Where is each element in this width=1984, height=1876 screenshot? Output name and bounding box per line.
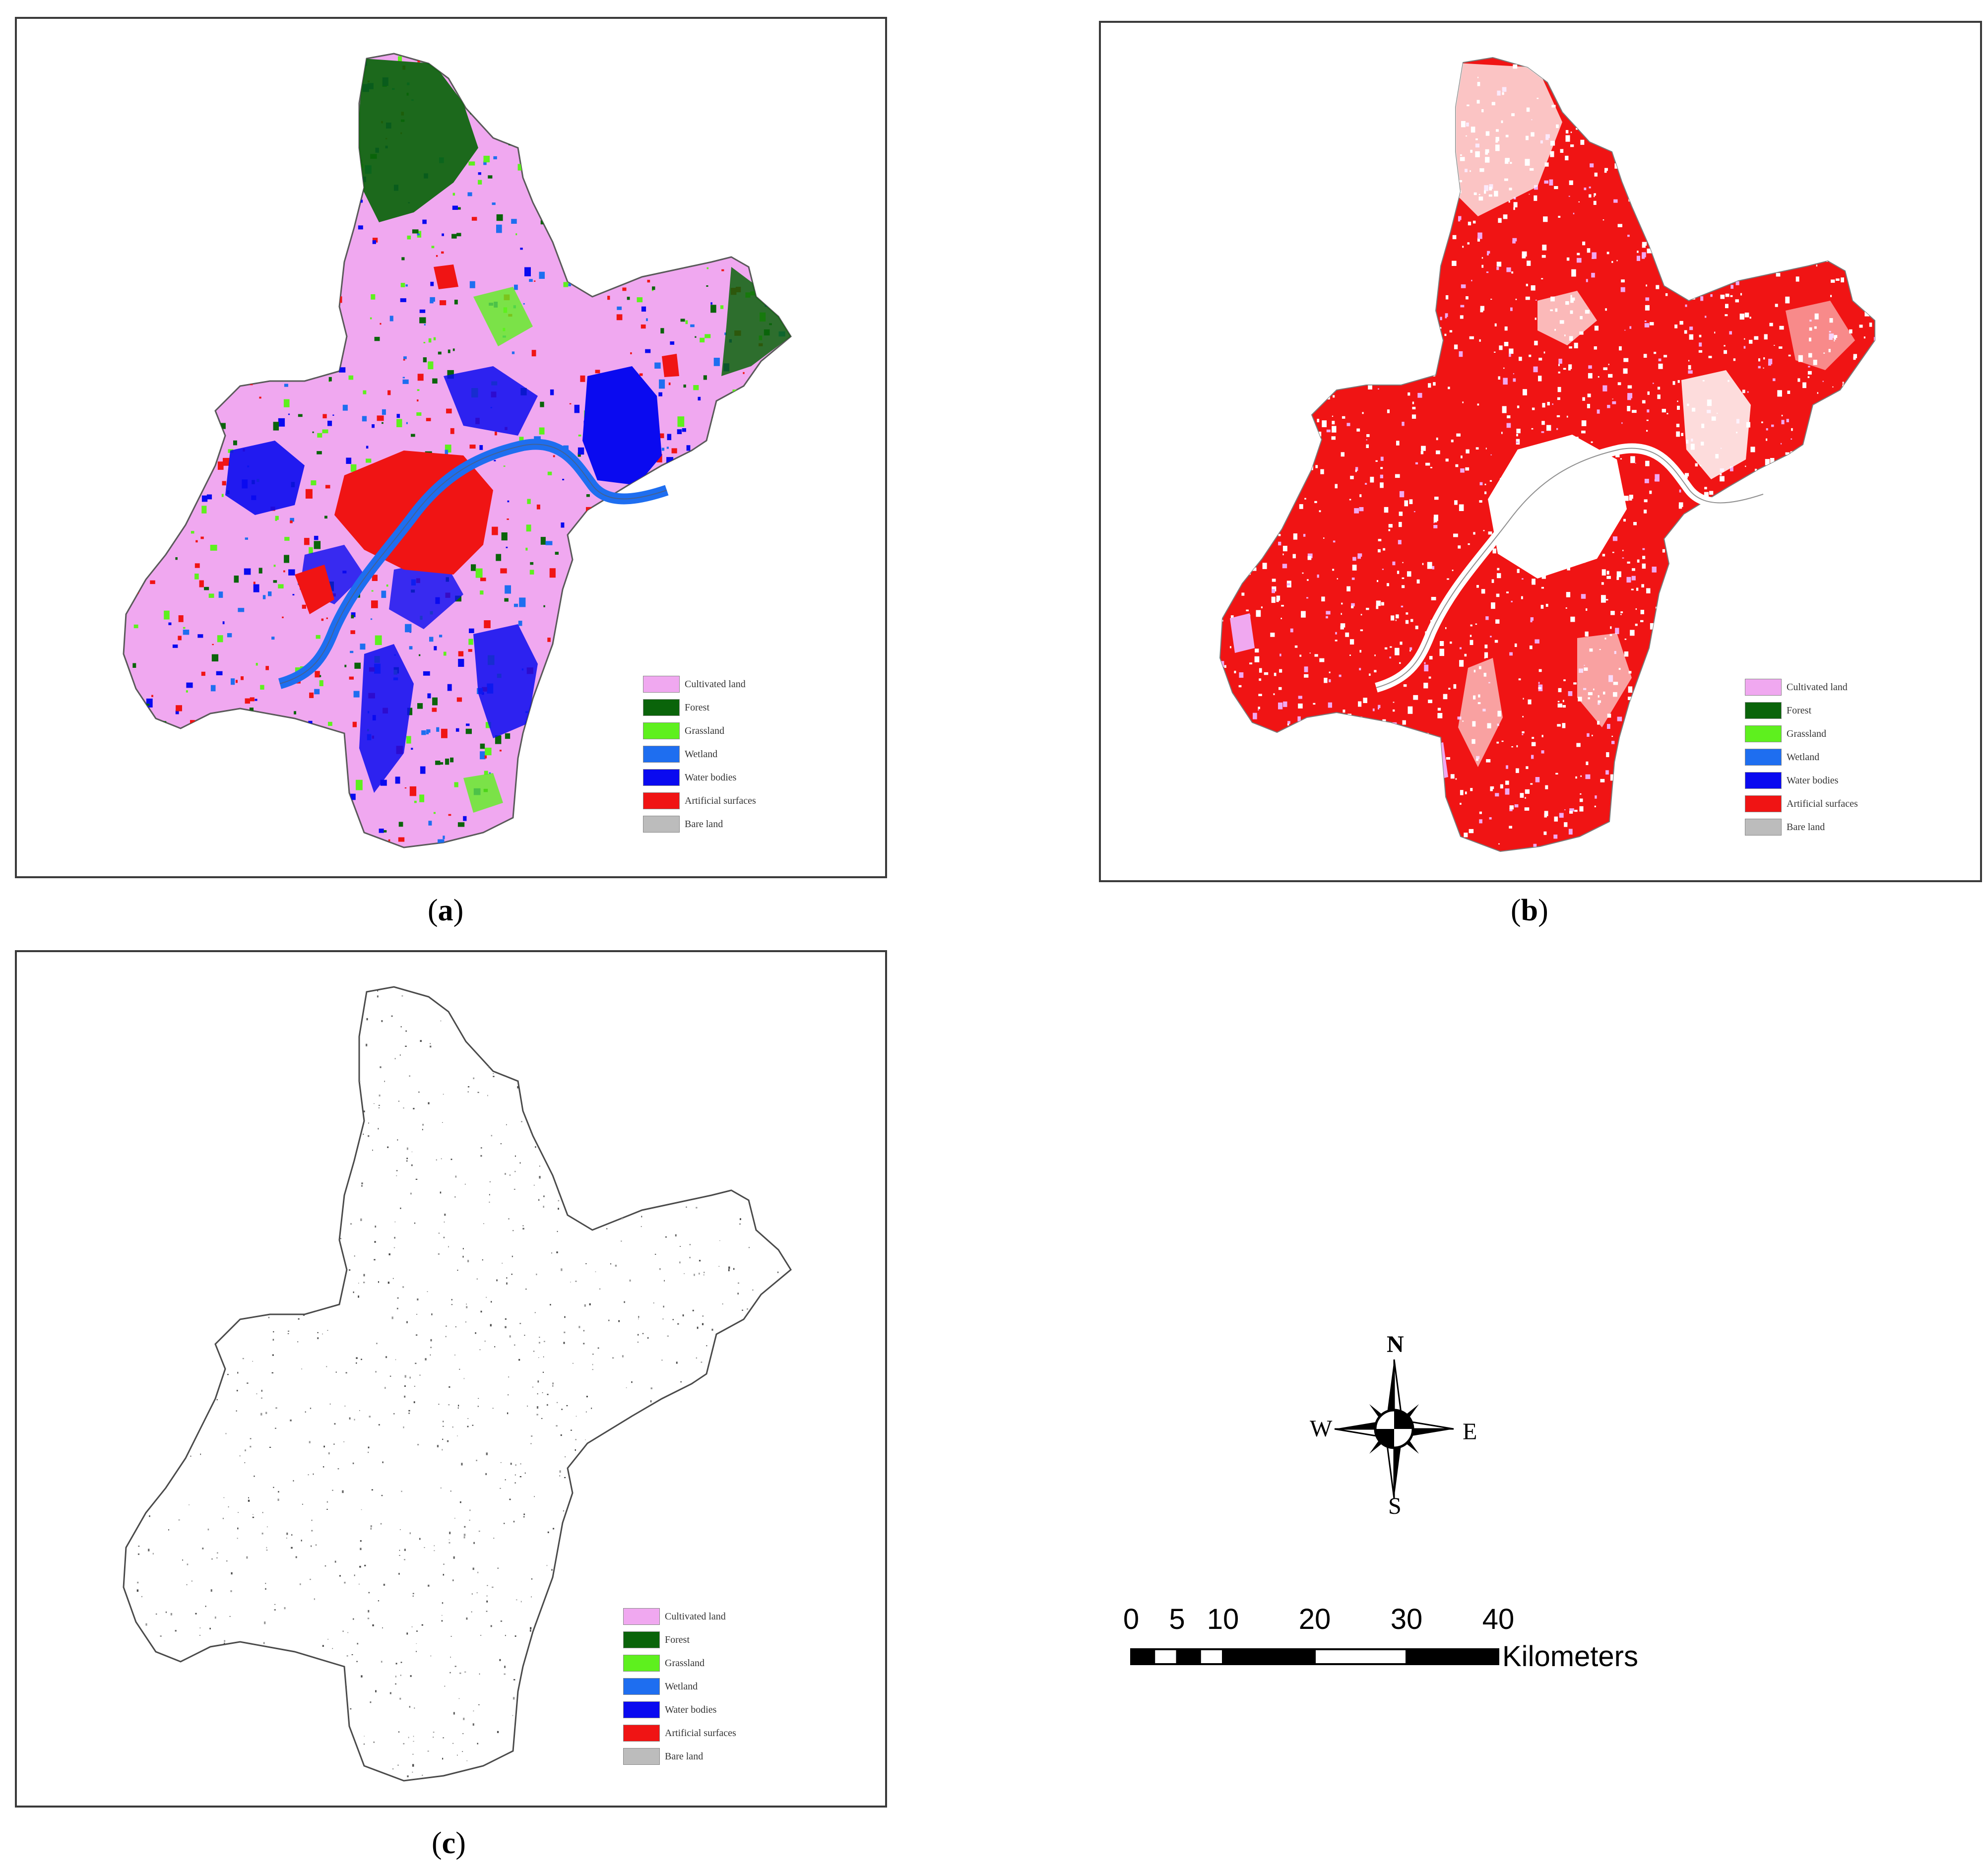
- legend-label: Cultivated land: [685, 679, 746, 690]
- scale-bar-segment: [1406, 1648, 1499, 1665]
- legend-label: Grassland: [685, 725, 724, 736]
- scale-bar-unit: Kilometers: [1502, 1640, 1638, 1673]
- scale-bar-segment: [1314, 1648, 1408, 1665]
- legend-swatch: [1745, 749, 1782, 766]
- legend-swatch: [1745, 772, 1782, 789]
- legend-swatch: [643, 746, 680, 763]
- legend-swatch: [1745, 819, 1782, 836]
- compass-rose-icon: [1334, 1359, 1454, 1499]
- legend-swatch: [623, 1631, 660, 1648]
- scale-bar-segment: [1153, 1648, 1178, 1665]
- legend-label: Cultivated land: [1787, 682, 1848, 693]
- scale-bar-tick-label: 5: [1169, 1603, 1185, 1635]
- legend-label: Water bodies: [1787, 775, 1839, 786]
- legend-label: Artificial surfaces: [665, 1728, 736, 1739]
- legend-swatch: [623, 1725, 660, 1742]
- caption-c: (c): [432, 1826, 466, 1860]
- legend-label: Water bodies: [685, 772, 737, 783]
- legend-swatch: [1745, 679, 1782, 696]
- legend-swatch: [643, 816, 680, 833]
- legend-label: Grassland: [665, 1658, 704, 1669]
- legend-label: Grassland: [1787, 728, 1826, 739]
- compass-west-label: W: [1310, 1416, 1333, 1442]
- scale-bar-segment: [1130, 1648, 1155, 1665]
- scale-bar-segment: [1199, 1648, 1224, 1665]
- scale-bar-tick-label: 20: [1298, 1603, 1331, 1635]
- legend-label: Forest: [685, 702, 709, 713]
- north-arrow-compass: N S W E: [1310, 1331, 1477, 1523]
- map-panel-a: Cultivated land Forest Grassland Wetland Wat…: [15, 17, 887, 878]
- artificial-surface-map-b: [1219, 57, 1875, 852]
- legend-label: Bare land: [685, 819, 723, 830]
- legend-swatch: [623, 1678, 660, 1695]
- legend-a: Cultivated land Forest Grassland Wetland Wat…: [643, 676, 822, 840]
- caption-b: (b): [1511, 894, 1548, 927]
- scale-bar-tick-label: 0: [1123, 1603, 1140, 1635]
- legend-label: Bare land: [665, 1751, 704, 1762]
- legend-swatch: [623, 1748, 660, 1765]
- legend-b: Cultivated land Forest Grassland Wetland Wat…: [1745, 679, 1923, 842]
- scale-bar-segment: [1176, 1648, 1201, 1665]
- legend-label: Artificial surfaces: [685, 795, 756, 806]
- legend-label: Cultivated land: [665, 1611, 726, 1622]
- land-cover-map-a: [123, 53, 792, 848]
- scale-bar-segments: [1130, 1648, 1499, 1665]
- legend-label: Wetland: [665, 1681, 698, 1692]
- legend-label: Artificial surfaces: [1787, 798, 1858, 809]
- map-panel-c: Cultivated land Forest Grassland Wetland Wat…: [15, 950, 887, 1808]
- legend-c: Cultivated land Forest Grassland Wetland Wat…: [623, 1608, 802, 1772]
- legend-label: Wetland: [1787, 752, 1820, 763]
- legend-swatch: [1745, 725, 1782, 742]
- scale-bar: 0 5 10 20 30 40 Kilometers: [1116, 1603, 1712, 1682]
- legend-swatch: [643, 769, 680, 786]
- scale-bar-segment: [1222, 1648, 1316, 1665]
- legend-label: Forest: [665, 1634, 690, 1645]
- compass-south-label: S: [1388, 1493, 1402, 1519]
- legend-label: Water bodies: [665, 1704, 717, 1715]
- legend-label: Wetland: [685, 749, 718, 760]
- caption-a: (a): [428, 894, 464, 927]
- legend-swatch: [643, 722, 680, 739]
- legend-swatch: [623, 1608, 660, 1625]
- legend-label: Bare land: [1787, 822, 1825, 833]
- legend-swatch: [643, 676, 680, 693]
- sparse-change-map-c: [123, 986, 792, 1782]
- legend-swatch: [643, 792, 680, 809]
- legend-swatch: [1745, 795, 1782, 812]
- scale-bar-tick-label: 40: [1482, 1603, 1515, 1635]
- scale-bar-tick-label: 10: [1207, 1603, 1239, 1635]
- legend-swatch: [623, 1701, 660, 1718]
- compass-east-label: E: [1463, 1419, 1477, 1445]
- legend-swatch: [623, 1655, 660, 1672]
- legend-swatch: [1745, 702, 1782, 719]
- legend-label: Forest: [1787, 705, 1811, 716]
- legend-swatch: [643, 699, 680, 716]
- compass-north-label: N: [1387, 1331, 1404, 1358]
- map-panel-b: Cultivated land Forest Grassland Wetland Wat…: [1099, 21, 1982, 882]
- scale-bar-tick-label: 30: [1390, 1603, 1423, 1635]
